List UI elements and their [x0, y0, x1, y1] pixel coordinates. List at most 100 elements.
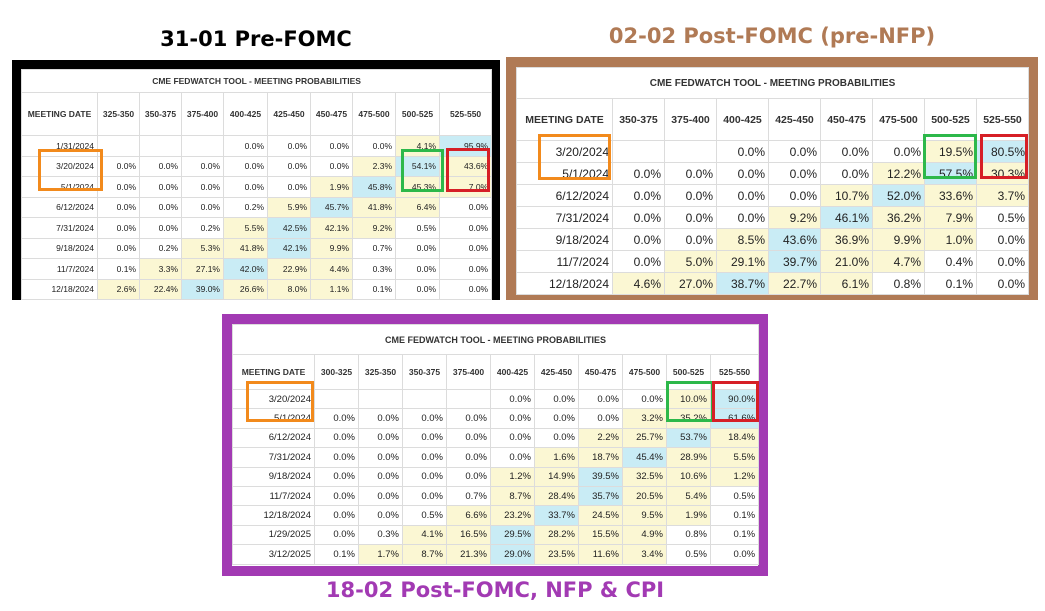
probability-cell: 41.8%	[223, 237, 268, 259]
probability-cell: 22.9%	[267, 258, 311, 280]
probability-cell: 0.0%	[446, 447, 491, 468]
probability-cell: 0.0%	[358, 427, 403, 449]
probability-cell: 0.0%	[310, 155, 353, 177]
probability-cell: 0.0%	[139, 155, 182, 177]
probability-cell: 0.0%	[402, 485, 447, 507]
table-row: 5/1/2024 0.0% 0.0% 0.0% 0.0% 0.0% 1.9% 45.8% 45.…	[21, 176, 493, 198]
probability-cell: 45.3%	[395, 176, 440, 198]
table-row: 3/20/2024 0.0% 0.0% 0.0% 0.0% 0.0% 0.0% 2.3% 54.…	[21, 155, 493, 177]
probability-cell: 0.0%	[139, 217, 182, 239]
probability-cell: 0.5%	[709, 485, 760, 507]
probability-cell: 0.8%	[872, 272, 925, 295]
panel-title-pre-fomc: 31-01 Pre-FOMC	[160, 27, 352, 51]
probability-cell: 32.5%	[622, 466, 667, 487]
probability-cell: 0.0%	[768, 184, 821, 207]
probability-cell: 20.5%	[622, 485, 667, 507]
probability-cell: 0.0%	[438, 237, 493, 259]
table-row: 9/18/2024 0.0% 0.2% 5.3% 41.8% 42.1% 9.9% 0.7% 0…	[21, 237, 493, 259]
probability-cell: 9.5%	[622, 505, 667, 526]
table-row: 12/18/2024 0.0% 0.0% 0.5% 6.6% 23.2% 33.7% 24.5…	[232, 505, 760, 526]
probability-cell: 23.5%	[534, 544, 579, 565]
column-header-rate-range: 475-500	[872, 98, 925, 141]
meeting-date-cell: 5/1/2024	[516, 162, 613, 185]
meeting-date-cell: 12/18/2024	[232, 505, 315, 526]
column-header-rate-range: 400-425	[490, 354, 535, 390]
probability-cell: 1.1%	[310, 278, 353, 300]
meeting-date-cell: 7/31/2024	[21, 217, 98, 239]
table-row: 6/12/2024 0.0% 0.0% 0.0% 0.2% 5.9% 45.7% 41.8% 6…	[21, 196, 493, 218]
probability-cell: 0.7%	[352, 237, 396, 259]
probability-cell: 2.2%	[578, 427, 623, 449]
probability-cell: 0.1%	[314, 544, 359, 565]
probability-cell: 5.4%	[666, 485, 711, 507]
probability-cell: 42.5%	[267, 217, 311, 239]
probability-cell: 29.1%	[716, 250, 769, 273]
meeting-date-cell: 11/7/2024	[21, 258, 98, 280]
probability-cell: 5.3%	[181, 237, 224, 259]
probability-cell: 36.9%	[820, 228, 873, 251]
probability-cell: 8.5%	[716, 228, 769, 251]
table-title: CME FEDWATCH TOOL - MEETING PROBABILITIE…	[20, 69, 493, 93]
table-row: 5/1/2024 0.0% 0.0% 0.0% 0.0% 0.0% 0.0% 0.0% 3.2%…	[232, 408, 760, 429]
column-header-rate-range: 325-350	[358, 354, 403, 390]
meeting-date-cell: 7/31/2024	[516, 206, 613, 229]
probability-cell: 4.7%	[872, 250, 925, 273]
probability-cell: 2.3%	[352, 155, 396, 177]
column-header-rate-range: 500-525	[395, 92, 440, 136]
meeting-date-cell: 12/18/2024	[21, 278, 98, 300]
probability-cell: 0.0%	[534, 388, 579, 410]
probability-cell: 0.0%	[223, 155, 268, 177]
probability-cell: 0.0%	[139, 176, 182, 198]
column-header-rate-range: 500-525	[924, 98, 977, 141]
probability-cell: 24.5%	[578, 505, 623, 526]
probability-cell: 8.0%	[267, 278, 311, 300]
probability-cell: 0.3%	[358, 524, 403, 546]
probability-cell: 0.0%	[395, 278, 440, 300]
probability-cell: 0.7%	[446, 485, 491, 507]
probability-cell: 35.7%	[578, 485, 623, 507]
meeting-date-cell: 1/29/2025	[232, 524, 315, 546]
probability-cell: 4.9%	[622, 524, 667, 546]
column-header-rate-range: 400-425	[223, 92, 268, 136]
column-header-rate-range: 375-400	[181, 92, 224, 136]
probability-cell: 0.0%	[578, 408, 623, 429]
probability-cell: 0.0%	[976, 272, 1029, 295]
probability-cell: 0.0%	[716, 184, 769, 207]
probability-cell: 33.6%	[924, 184, 977, 207]
column-header-rate-range: 525-550	[709, 354, 760, 390]
probability-cell: 29.0%	[490, 544, 535, 565]
probability-cell: 0.5%	[395, 217, 440, 239]
probability-cell: 0.0%	[664, 184, 717, 207]
probability-cell: 39.7%	[768, 250, 821, 273]
probability-cell: 27.0%	[664, 272, 717, 295]
probability-cell: 0.0%	[820, 140, 873, 163]
table-row: 1/31/2024 0.0% 0.0% 0.0% 0.0% 4.1% 95.9%	[21, 135, 493, 157]
probability-cell: 54.1%	[395, 155, 440, 177]
probability-cell: 43.6%	[438, 155, 493, 177]
probability-cell: 0.0%	[716, 140, 769, 163]
probability-table: CME FEDWATCH TOOL - MEETING PROBABILITIE…	[20, 69, 493, 300]
probability-cell: 0.4%	[924, 250, 977, 273]
panel-title-post-fomc: 02-02 Post-FOMC (pre-NFP)	[608, 24, 936, 48]
column-header-rate-range: 425-450	[768, 98, 821, 141]
probability-cell: 57.5%	[924, 162, 977, 185]
probability-cell: 0.0%	[267, 135, 311, 157]
column-header-rate-range: 375-400	[664, 98, 717, 141]
probability-cell: 0.0%	[438, 217, 493, 239]
probability-cell: 0.5%	[402, 505, 447, 526]
meeting-date-cell: 3/20/2024	[516, 140, 613, 163]
probability-cell	[358, 388, 403, 410]
probability-cell: 90.0%	[709, 388, 760, 410]
probability-cell: 5.5%	[709, 447, 760, 468]
probability-cell: 0.0%	[664, 228, 717, 251]
probability-cell: 4.1%	[395, 135, 440, 157]
probability-cell: 0.1%	[924, 272, 977, 295]
probability-cell	[612, 140, 665, 163]
column-header-rate-range: 450-475	[578, 354, 623, 390]
probability-cell: 1.7%	[358, 544, 403, 565]
meeting-date-cell: 11/7/2024	[516, 250, 613, 273]
probability-cell: 26.6%	[223, 278, 268, 300]
meeting-date-cell: 9/18/2024	[21, 237, 98, 259]
probability-cell: 0.0%	[490, 447, 535, 468]
probability-cell: 46.1%	[820, 206, 873, 229]
